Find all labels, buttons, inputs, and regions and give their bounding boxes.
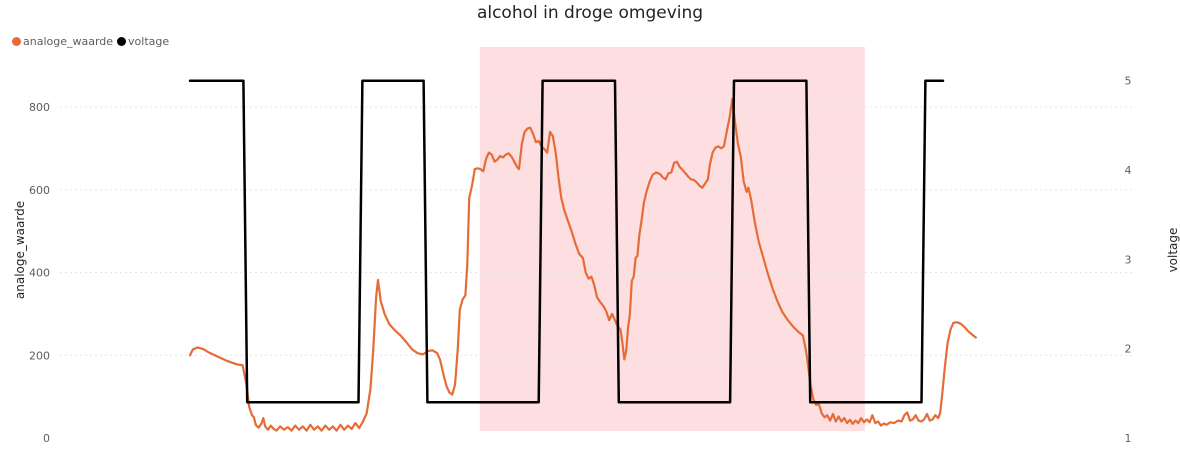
highlight-region xyxy=(479,47,865,431)
legend-marker-analoge-waarde xyxy=(12,37,21,46)
y-left-tick-800: 800 xyxy=(29,101,50,114)
y-right-tick-5: 5 xyxy=(1125,75,1132,88)
y-left-tick-600: 600 xyxy=(29,184,50,197)
chart-title: alcohol in droge omgeving xyxy=(476,3,704,23)
series-line-analoge-waarde[interactable] xyxy=(188,97,977,432)
legend-item-analoge-waarde[interactable]: analoge_waarde xyxy=(12,35,113,48)
y-left-tick-0: 0 xyxy=(43,432,50,445)
y-right-tick-3: 3 xyxy=(1125,253,1132,266)
legend-item-voltage[interactable]: voltage xyxy=(117,35,169,48)
y-right-tick-4: 4 xyxy=(1125,164,1132,177)
y-right-tick-1: 1 xyxy=(1125,432,1132,445)
legend-marker-voltage xyxy=(117,37,127,46)
legend: analoge_waarde voltage xyxy=(12,35,173,48)
legend-label-voltage: voltage xyxy=(128,35,170,48)
y-right-tick-2: 2 xyxy=(1125,343,1132,356)
series-line-voltage[interactable] xyxy=(188,79,945,404)
legend-label-analoge-waarde: analoge_waarde xyxy=(23,35,114,48)
y-left-tick-200: 200 xyxy=(29,349,50,362)
y-left-tick-400: 400 xyxy=(29,267,50,280)
